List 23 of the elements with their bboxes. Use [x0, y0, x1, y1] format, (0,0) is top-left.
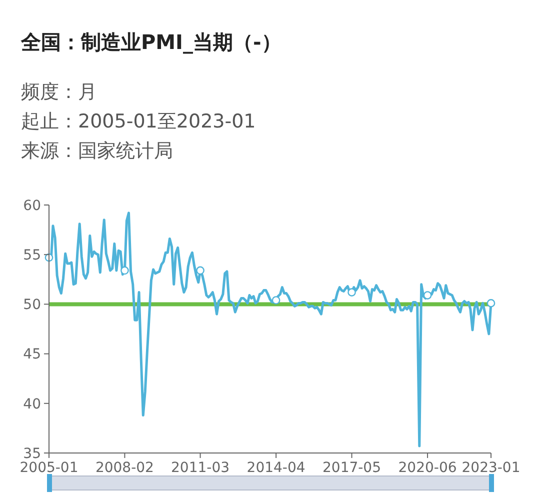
y-tick-label: 55	[23, 248, 41, 264]
chart-title: 全国：制造业PMI_当期（-）	[20, 30, 282, 54]
point	[423, 291, 432, 300]
point	[486, 299, 496, 308]
point	[196, 266, 204, 275]
y-tick-label: 40	[23, 396, 41, 412]
x-tick-label: 2008-02	[95, 460, 154, 476]
text: 起止：2005-01至2023-01	[21, 110, 256, 132]
y-tick-label: 50	[23, 297, 41, 314]
x-tick-label: 2011-03	[171, 460, 230, 476]
y-tick-label: 45	[23, 346, 41, 363]
x-tick-label: 2020-06	[398, 460, 457, 476]
point	[348, 288, 356, 296]
x-tick-label: 2017-05	[322, 460, 382, 476]
point	[272, 296, 280, 304]
source-note: 来源：国家统计局	[21, 140, 173, 162]
chart-subtitle: 频度：月	[21, 81, 97, 103]
y-tick-label: 60	[23, 198, 41, 214]
x-tick-label: 2023-01	[462, 460, 520, 476]
y-tick-label: 35	[23, 446, 41, 462]
x-tick-label: 2005-01	[20, 460, 78, 476]
point	[120, 266, 129, 275]
x-tick-label: 2014-04	[246, 460, 306, 476]
